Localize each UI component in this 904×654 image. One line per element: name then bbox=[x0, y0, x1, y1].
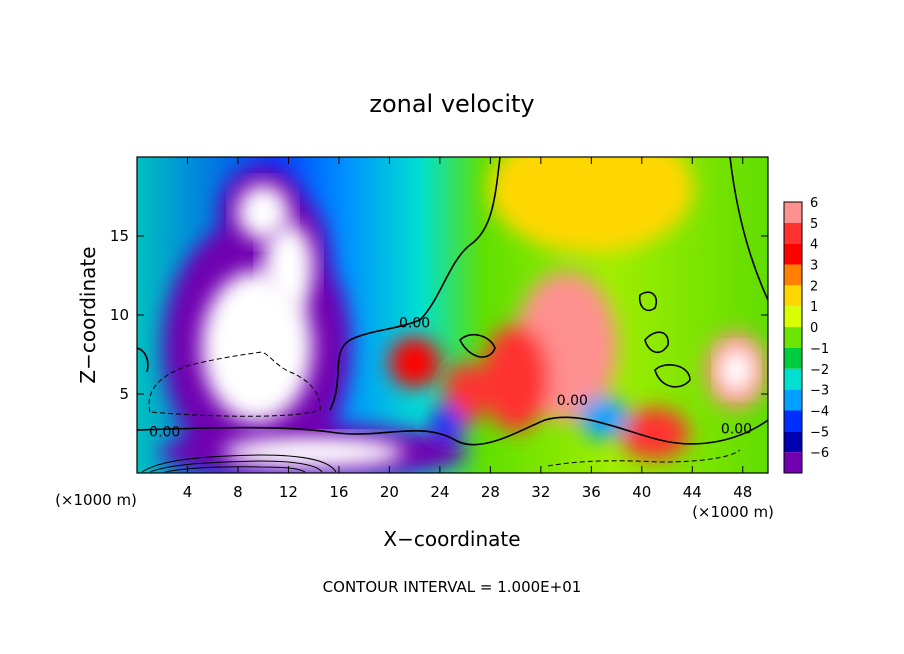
colorbar-swatch bbox=[784, 431, 802, 453]
x-tick-label: 48 bbox=[733, 483, 752, 501]
colorbar-frame bbox=[783, 201, 803, 474]
contour-label: 0.00 bbox=[721, 422, 752, 438]
zero-contour-line bbox=[638, 291, 658, 312]
colorbar-swatch bbox=[784, 285, 802, 307]
x-tick-label: 12 bbox=[279, 483, 298, 501]
negative-contour-line bbox=[148, 351, 321, 417]
zero-contour-line bbox=[459, 333, 496, 358]
zero-contour-line bbox=[329, 157, 501, 411]
zero-contour-line bbox=[654, 364, 691, 388]
contour-labels: 0.00 0.00 0.00 0.00 bbox=[149, 316, 752, 441]
colorbar-swatch bbox=[784, 368, 802, 390]
x-axis: 4 8 12 16 20 24 28 32 36 40 44 48 bbox=[183, 157, 752, 501]
contour-line bbox=[164, 466, 306, 473]
field-region bbox=[389, 336, 441, 388]
x-tick-label: 40 bbox=[632, 483, 651, 501]
zero-contour-line bbox=[137, 347, 149, 373]
field-region bbox=[620, 407, 689, 460]
colorbar-label: 4 bbox=[810, 238, 818, 253]
x-tick-label: 4 bbox=[183, 483, 193, 501]
colorbar: 6 5 4 3 2 1 0 −1 −2 −3 −4 −5 −6 bbox=[783, 196, 829, 474]
field-region bbox=[489, 157, 694, 253]
colorbar-swatch bbox=[784, 202, 802, 223]
colorbar-label: −4 bbox=[810, 404, 829, 419]
colorbar-swatch bbox=[784, 264, 802, 286]
colorbar-swatch bbox=[784, 410, 802, 432]
colorbar-swatch bbox=[784, 243, 802, 265]
zero-contours bbox=[137, 157, 768, 446]
out-of-range-region bbox=[263, 223, 314, 312]
zero-contour-line bbox=[644, 331, 669, 354]
colorbar-label: −5 bbox=[810, 425, 829, 440]
zero-contour-line bbox=[137, 416, 768, 446]
colorbar-label: −3 bbox=[810, 384, 829, 399]
colorbar-swatch bbox=[784, 327, 802, 348]
y-tick-label: 15 bbox=[110, 227, 129, 245]
colorbar-label: 0 bbox=[810, 321, 818, 336]
colorbar-label: 3 bbox=[810, 259, 818, 274]
contour-line bbox=[149, 460, 323, 473]
velocity-field: 0.00 0.00 0.00 0.00 bbox=[137, 157, 768, 473]
contour-interval-note: CONTOUR INTERVAL = 1.000E+01 bbox=[323, 578, 582, 596]
x-tick-label: 8 bbox=[233, 483, 243, 501]
chart-title: zonal velocity bbox=[369, 90, 534, 118]
y-axis-label: Z−coordinate bbox=[76, 246, 100, 383]
contour-label: 0.00 bbox=[149, 425, 180, 441]
colorbar-label: 6 bbox=[810, 196, 818, 211]
colorbar-label: 2 bbox=[810, 279, 818, 294]
out-of-range-region bbox=[236, 184, 290, 241]
x-tick-label: 44 bbox=[683, 483, 702, 501]
negative-contour-line bbox=[547, 449, 741, 467]
y-tick-label: 5 bbox=[119, 385, 129, 403]
z-units-label: (×1000 m) bbox=[55, 491, 137, 509]
colorbar-label: 5 bbox=[810, 217, 818, 232]
colorbar-swatch bbox=[784, 222, 802, 244]
bottom-contours bbox=[141, 454, 337, 473]
x-tick-label: 32 bbox=[531, 483, 550, 501]
out-of-range-region bbox=[222, 436, 405, 469]
x-axis-label: X−coordinate bbox=[383, 527, 520, 551]
colorbar-swatch bbox=[784, 347, 802, 369]
x-units-label: (×1000 m) bbox=[692, 503, 774, 521]
contour-label: 0.00 bbox=[557, 393, 588, 409]
contour-line bbox=[141, 454, 337, 473]
field-region bbox=[481, 324, 550, 432]
x-tick-label: 20 bbox=[380, 483, 399, 501]
zero-contour-line bbox=[729, 157, 768, 301]
colorbar-swatch bbox=[784, 389, 802, 411]
colorbar-swatch bbox=[784, 452, 802, 473]
contour-label: 0.00 bbox=[399, 316, 430, 332]
out-of-range-region bbox=[718, 347, 755, 394]
y-tick-label: 10 bbox=[110, 306, 129, 324]
colorbar-label: 1 bbox=[810, 300, 818, 315]
x-tick-label: 16 bbox=[329, 483, 348, 501]
colorbar-label: −1 bbox=[810, 342, 829, 357]
field-region bbox=[578, 396, 630, 440]
x-tick-label: 24 bbox=[430, 483, 449, 501]
colorbar-label: −6 bbox=[810, 446, 829, 461]
colorbar-label: −2 bbox=[810, 363, 829, 378]
x-tick-label: 36 bbox=[582, 483, 601, 501]
y-axis: 5 10 15 bbox=[110, 227, 768, 403]
x-tick-label: 28 bbox=[481, 483, 500, 501]
colorbar-swatch bbox=[784, 306, 802, 328]
